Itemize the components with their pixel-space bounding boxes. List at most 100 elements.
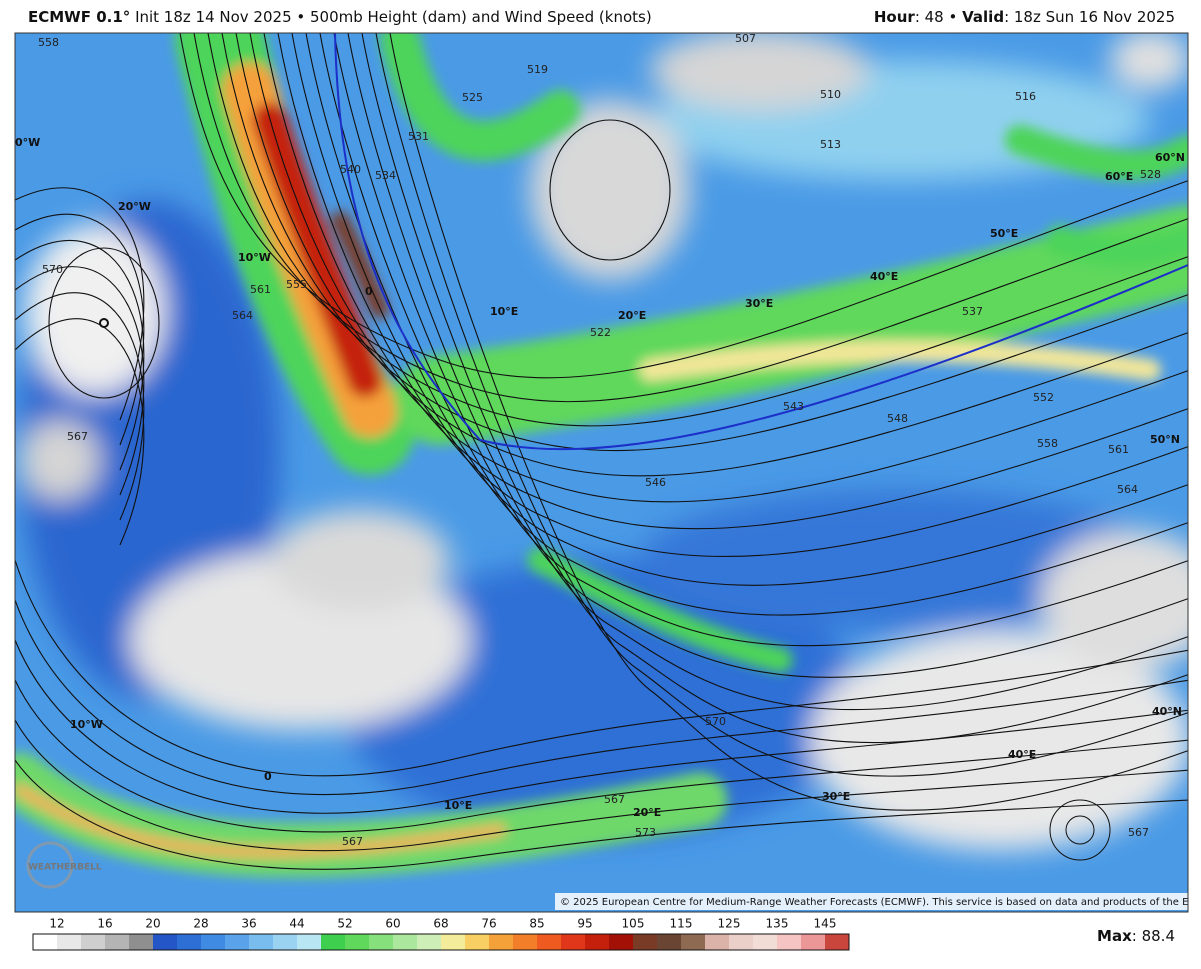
grid-label: 0°W — [15, 136, 40, 149]
colorbar-swatch — [345, 934, 369, 950]
contour-label: 567 — [342, 835, 363, 848]
contour-label: 558 — [1037, 437, 1058, 450]
valid-label: Valid — [962, 8, 1004, 26]
grid-label: 10°E — [444, 799, 472, 812]
colorbar-label: 85 — [529, 917, 544, 931]
contour-line — [277, 33, 1188, 557]
grid-label: 0 — [264, 770, 272, 783]
grid-label: 50°E — [990, 227, 1018, 240]
contour-line — [15, 292, 145, 521]
contour-line — [15, 639, 1188, 814]
colorbar-swatch — [201, 934, 225, 950]
max-label: Max — [1097, 927, 1132, 945]
colorbar-swatch — [297, 934, 321, 950]
contour-label: 552 — [1033, 391, 1054, 404]
contour-label: 567 — [1128, 826, 1149, 839]
contour-line — [15, 599, 1188, 795]
colorbar-label: 20 — [145, 917, 160, 931]
colorbar-swatch — [57, 934, 81, 950]
colorbar-swatch — [585, 934, 609, 950]
contour-line — [15, 318, 145, 546]
colorbar-swatch — [489, 934, 513, 950]
hour-value: : 48 • — [915, 8, 958, 26]
contour-label: 516 — [1015, 90, 1036, 103]
contour-label: 507 — [735, 32, 756, 45]
hour-label: Hour — [874, 8, 916, 26]
colorbar-swatch — [369, 934, 393, 950]
contour-line — [15, 719, 1188, 852]
colorbar-swatch — [753, 934, 777, 950]
map-frame — [14, 32, 1189, 913]
colorbar-label: 60 — [385, 917, 400, 931]
grid-label: 10°E — [490, 305, 518, 318]
colorbar-label: 125 — [718, 917, 741, 931]
grid-label: 50°N — [1150, 433, 1180, 446]
max-value: : 88.4 — [1132, 927, 1175, 945]
colorbar-swatch — [633, 934, 657, 950]
grid-label: 0 — [365, 285, 373, 298]
colorbar-label: 16 — [97, 917, 112, 931]
contour-line — [347, 33, 1188, 711]
contour-line — [549, 119, 671, 261]
contour-line — [375, 33, 1188, 777]
colorbar-swatch — [81, 934, 105, 950]
colorbar-swatch — [249, 934, 273, 950]
colorbar-label: 68 — [433, 917, 448, 931]
colorbar-swatch — [417, 934, 441, 950]
grid-label: 20°W — [118, 200, 151, 213]
colorbar-swatch — [657, 934, 681, 950]
colorbar-label: 36 — [241, 917, 256, 931]
contour-line — [361, 33, 1188, 744]
colorbar-label: 12 — [49, 917, 64, 931]
contour-label: 567 — [67, 430, 88, 443]
low-center — [99, 318, 109, 328]
contour-label: 558 — [38, 36, 59, 49]
model: ECMWF 0.1° — [28, 8, 130, 26]
contour-label: 570 — [705, 715, 726, 728]
contour-label: 543 — [783, 400, 804, 413]
contour-label: 564 — [232, 309, 253, 322]
contour-line — [235, 33, 1188, 477]
contour-label: 534 — [375, 169, 396, 182]
valid-value: : 18z Sun 16 Nov 2025 — [1004, 8, 1175, 26]
contour-label: 567 — [604, 793, 625, 806]
grid-label: 40°E — [1008, 748, 1036, 761]
contour-label: 513 — [820, 138, 841, 151]
colorbar-swatch — [465, 934, 489, 950]
grid-label: 30°E — [822, 790, 850, 803]
grid-label: 30°E — [745, 297, 773, 310]
contour-540 — [334, 33, 1188, 451]
colorbar-label: 115 — [670, 917, 693, 931]
colorbar-label: 135 — [766, 917, 789, 931]
colorbar-swatch — [801, 934, 825, 950]
colorbar-swatch — [225, 934, 249, 950]
contour-line — [193, 33, 1188, 403]
colorbar-swatch — [177, 934, 201, 950]
contour-label: 561 — [250, 283, 271, 296]
contour-label: 531 — [408, 130, 429, 143]
colorbar-label: 95 — [577, 917, 592, 931]
contour-line — [48, 247, 160, 399]
colorbar-swatch — [609, 934, 633, 950]
contour-label: 555 — [286, 278, 307, 291]
contour-line — [15, 759, 1188, 870]
colorbar: 12 16 20 28 36 44 52 60 68 76 85 95 105 115 125 135 145 — [32, 917, 850, 951]
colorbar-swatch — [513, 934, 537, 950]
grid-label: 40°E — [870, 270, 898, 283]
colorbar-frame — [32, 933, 850, 951]
contour-label: 548 — [887, 412, 908, 425]
grid-label: 60°E — [1105, 170, 1133, 183]
contour-label: 525 — [462, 91, 483, 104]
contour-label: 570 — [42, 263, 63, 276]
colorbar-label: 44 — [289, 917, 304, 931]
colorbar-label: 28 — [193, 917, 208, 931]
contour-line — [389, 33, 1188, 811]
low-ring — [1049, 799, 1111, 861]
colorbar-swatch — [441, 934, 465, 950]
contour-line — [15, 679, 1188, 833]
colorbar-swatch — [105, 934, 129, 950]
contour-line — [319, 33, 1188, 647]
grid-label: 10°W — [238, 251, 271, 264]
